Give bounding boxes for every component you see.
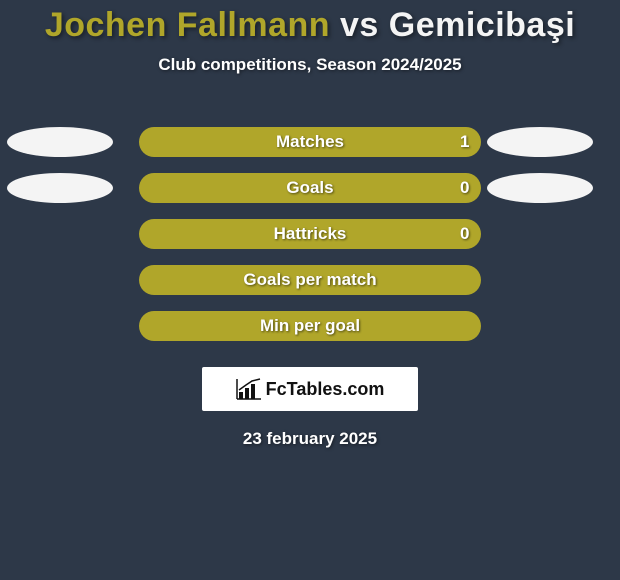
date-text: 23 february 2025 xyxy=(0,429,620,449)
comparison-infographic: Jochen Fallmann vs Gemicibaşi Club compe… xyxy=(0,0,620,580)
page-title: Jochen Fallmann vs Gemicibaşi xyxy=(0,0,620,45)
stat-row: Matches 1 xyxy=(0,119,620,165)
right-ellipse xyxy=(487,127,593,157)
stat-rows: Matches 1 Goals 0 Hattricks 0 Goals per match M… xyxy=(0,119,620,349)
stat-value-right: 0 xyxy=(460,178,469,198)
title-vs: vs xyxy=(330,6,389,44)
logo-text: FcTables.com xyxy=(266,379,385,400)
stat-bar: Goals per match xyxy=(139,265,481,295)
title-player2: Gemicibaşi xyxy=(389,6,575,44)
right-ellipse xyxy=(487,173,593,203)
stat-label: Goals per match xyxy=(243,270,376,290)
stat-label: Min per goal xyxy=(260,316,360,336)
stat-row: Goals per match xyxy=(0,257,620,303)
left-ellipse xyxy=(7,127,113,157)
chart-icon xyxy=(236,378,262,400)
logo-box: FcTables.com xyxy=(202,367,418,411)
stat-label: Matches xyxy=(276,132,344,152)
logo-prefix: Fc xyxy=(266,379,287,399)
stat-row: Goals 0 xyxy=(0,165,620,211)
stat-label: Hattricks xyxy=(274,224,347,244)
stat-bar: Hattricks xyxy=(139,219,481,249)
subtitle: Club competitions, Season 2024/2025 xyxy=(0,55,620,75)
logo-suffix: .com xyxy=(342,379,384,399)
title-player1: Jochen Fallmann xyxy=(45,6,330,44)
stat-label: Goals xyxy=(286,178,333,198)
stat-row: Hattricks 0 xyxy=(0,211,620,257)
logo-main: Tables xyxy=(287,379,343,399)
left-ellipse xyxy=(7,173,113,203)
stat-bar: Matches xyxy=(139,127,481,157)
stat-bar: Min per goal xyxy=(139,311,481,341)
stat-row: Min per goal xyxy=(0,303,620,349)
stat-value-right: 1 xyxy=(460,132,469,152)
stat-value-right: 0 xyxy=(460,224,469,244)
stat-bar: Goals xyxy=(139,173,481,203)
